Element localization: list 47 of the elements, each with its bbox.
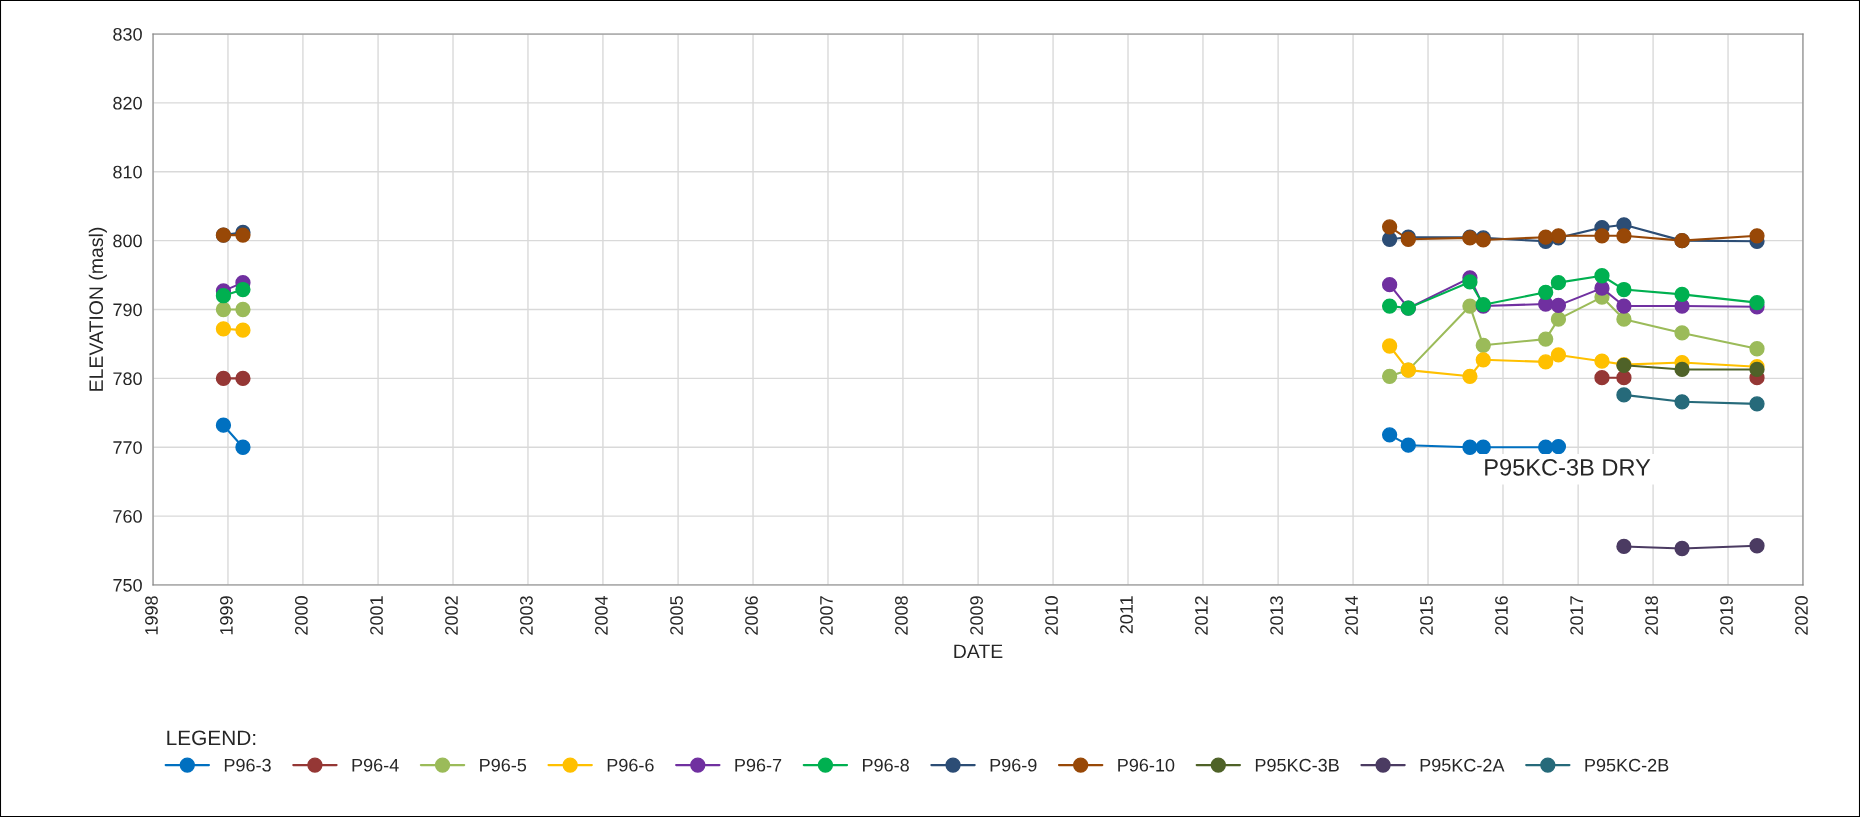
legend-label: P96-5 (480, 758, 527, 772)
x-tick-label: 2015 (1420, 596, 1433, 635)
y-tick-label: 800 (113, 234, 142, 248)
x-tick-label: 1999 (220, 596, 233, 635)
x-tick-label: 2000 (294, 596, 308, 635)
legend-label: P96-6 (607, 758, 654, 772)
x-tick-label: 2009 (970, 596, 983, 635)
legend-label: P96-9 (990, 758, 1037, 772)
x-tick-label: 2011 (1120, 596, 1133, 634)
y-tick-label: 820 (113, 96, 142, 110)
x-tick-label: 2003 (520, 596, 533, 635)
x-tick-label: 2017 (1570, 596, 1583, 635)
annotation: P95KC-3B DRY (1485, 458, 1651, 476)
y-tick-label: 810 (113, 165, 142, 179)
x-tick-label: 2008 (895, 596, 908, 635)
x-tick-label: 2016 (1495, 596, 1508, 635)
y-tick-label: 770 (113, 441, 142, 454)
y-tick-label: 760 (113, 510, 142, 523)
y-tick-label: 830 (113, 27, 142, 41)
x-tick-label: 2020 (1795, 596, 1808, 635)
x-tick-label: 2013 (1270, 596, 1283, 635)
legend-title: LEGEND: (167, 730, 256, 746)
x-tick-label: 2007 (820, 596, 833, 635)
legend-label: P96-10 (1118, 758, 1175, 772)
x-tick-label: 2002 (445, 596, 458, 635)
legend-label: P95KC-3B (1255, 758, 1339, 772)
y-tick-label: 790 (113, 303, 142, 317)
x-tick-label: 2001 (370, 596, 383, 635)
legend-label: P96-7 (735, 758, 782, 772)
x-tick-label: 2005 (670, 596, 683, 635)
y-axis-title: ELEVATION (masl) (88, 227, 107, 391)
x-tick-label: 1998 (145, 596, 158, 635)
legend-label: P95KC-2A (1420, 758, 1505, 772)
x-tick-label: 2006 (745, 596, 758, 635)
legend-label: P96-8 (863, 758, 909, 772)
x-tick-label: 2010 (1045, 596, 1058, 635)
x-tick-label: 2019 (1720, 596, 1733, 635)
legend-label: P95KC-2B (1585, 758, 1669, 772)
x-axis-title: DATE (954, 644, 1003, 658)
legend-label: P96-4 (352, 758, 399, 772)
y-tick-label: 750 (113, 578, 142, 592)
x-tick-label: 2012 (1195, 596, 1208, 635)
y-tick-label: 780 (113, 372, 142, 386)
legend-label: P96-3 (224, 758, 271, 772)
x-tick-label: 2014 (1345, 595, 1358, 635)
x-tick-label: 2018 (1645, 596, 1658, 635)
x-tick-label: 2004 (594, 595, 608, 635)
